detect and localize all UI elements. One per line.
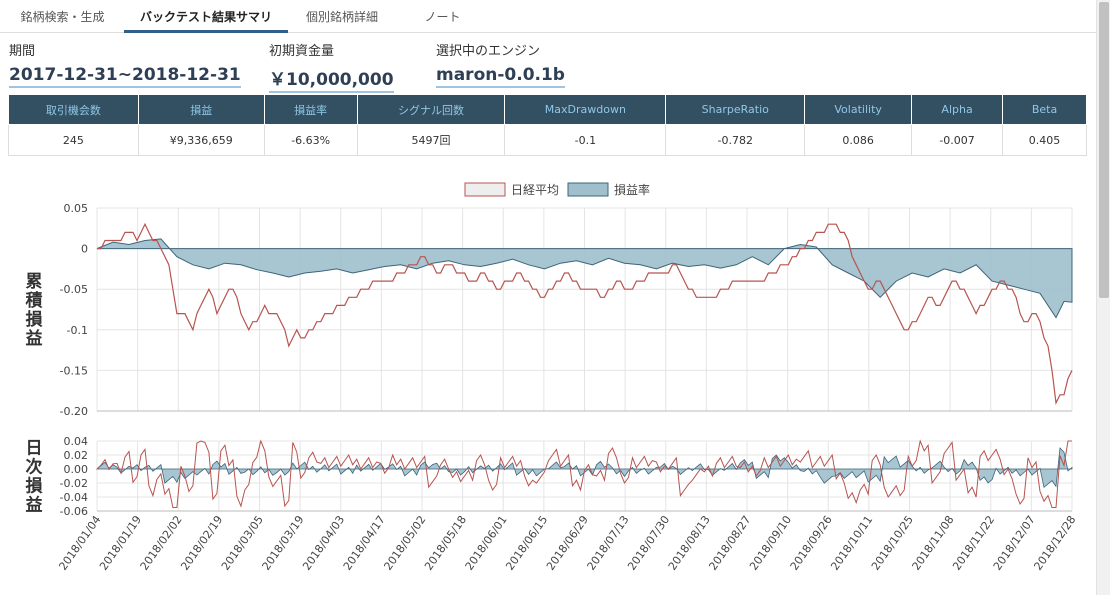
x-tick-label: 2018/04/17 [341, 513, 388, 572]
svg-text:累: 累 [26, 272, 43, 292]
period-label: 期間 [9, 44, 36, 59]
value-beta: 0.405 [1002, 124, 1087, 156]
value-pnl-rate: -6.63% [263, 124, 358, 156]
x-tick-label: 2018/12/28 [1031, 513, 1078, 572]
svg-text:積: 積 [26, 290, 44, 311]
svg-text:日: 日 [26, 439, 43, 459]
x-tick-label: 2018/04/03 [300, 513, 347, 572]
engine-block: 選択中のエンジン maron-0.0.1b [436, 40, 565, 88]
x-tick-label: 2018/08/27 [706, 513, 753, 572]
legend-label-pnl: 損益率 [614, 182, 650, 197]
y-tick-label: 0.05 [64, 202, 89, 215]
x-tick-label: 2018/12/07 [991, 513, 1038, 572]
x-tick-label: 2018/10/25 [869, 513, 916, 572]
value-alpha: -0.007 [911, 124, 1004, 156]
svg-text:損: 損 [26, 309, 44, 330]
x-tick-label: 2018/05/18 [422, 513, 469, 572]
tab-stock-search[interactable]: 銘柄検索・生成 [20, 10, 105, 24]
engine-label: 選択中のエンジン [436, 44, 541, 59]
y-tick-label: -0.04 [60, 491, 88, 504]
y-tick-label: -0.05 [60, 283, 88, 296]
summary-table: 取引機会数 損益 損益率 シグナル回数 MaxDrawdown SharpeRa… [8, 94, 1087, 156]
x-tick-label: 2018/08/13 [666, 513, 713, 572]
y-tick-label: -0.1 [67, 324, 88, 337]
y-tick-label: -0.15 [60, 364, 88, 377]
value-volatility: 0.086 [804, 124, 913, 156]
y-tick-label: -0.02 [60, 477, 88, 490]
period-block: 期間 2017-12-31~2018-12-31 [9, 40, 241, 88]
value-pnl: ¥9,336,659 [137, 124, 265, 156]
header-pnl-rate: 損益率 [263, 94, 358, 125]
svg-text:損: 損 [26, 476, 44, 497]
x-tick-label: 2018/07/13 [585, 513, 632, 572]
y-tick-label: 0.04 [64, 435, 89, 448]
x-tick-label: 2018/05/02 [381, 513, 428, 572]
summary-header-row: 取引機会数 損益 損益率 シグナル回数 MaxDrawdown SharpeRa… [8, 94, 1087, 125]
svg-text:益: 益 [26, 495, 43, 516]
x-tick-label: 2018/01/19 [97, 513, 144, 572]
period-value[interactable]: 2017-12-31~2018-12-31 [9, 65, 241, 88]
x-tick-label: 2018/03/05 [219, 513, 266, 572]
y-tick-label: 0.00 [64, 463, 89, 476]
tab-backtest-summary[interactable]: バックテスト結果サマリ [124, 0, 288, 33]
x-tick-label: 2018/07/30 [625, 513, 672, 572]
x-tick-label: 2018/09/10 [747, 513, 794, 572]
x-tick-label: 2018/11/08 [910, 513, 957, 572]
tab-stock-detail[interactable]: 個別銘柄詳細 [305, 10, 378, 24]
value-sharpe-ratio: -0.782 [665, 124, 806, 156]
engine-value[interactable]: maron-0.0.1b [436, 65, 565, 88]
series-pnl-daily-area [95, 447, 1073, 489]
svg-text:益: 益 [26, 328, 43, 349]
x-tick-label: 2018/06/29 [544, 513, 591, 572]
legend-swatch-nikkei [464, 182, 506, 197]
scrollbar[interactable] [1096, 0, 1110, 595]
header-pnl: 損益 [137, 94, 265, 125]
legend-label-nikkei: 日経平均 [511, 183, 559, 197]
value-max-drawdown: -0.1 [504, 124, 667, 156]
header-sharpe-ratio: SharpeRatio [665, 94, 806, 125]
header-trade-count: 取引機会数 [8, 94, 139, 125]
header-max-drawdown: MaxDrawdown [504, 94, 667, 125]
capital-block: 初期資金量 ￥10,000,000 [269, 40, 394, 93]
x-tick-label: 2018/11/22 [950, 513, 997, 572]
header-signal-count: シグナル回数 [356, 94, 506, 125]
x-tick-label: 2018/10/11 [828, 513, 875, 572]
summary-value-row: 245 ¥9,336,659 -6.63% 5497回 -0.1 -0.782 … [8, 124, 1087, 156]
x-tick-label: 2018/06/15 [503, 513, 550, 572]
chart-legend: 日経平均 損益率 [464, 182, 650, 197]
x-tick-label: 2018/03/19 [260, 513, 307, 572]
scrollbar-thumb[interactable] [1099, 2, 1109, 298]
capital-value[interactable]: ￥10,000,000 [269, 65, 394, 93]
tab-bar: 銘柄検索・生成 バックテスト結果サマリ 個別銘柄詳細 ノート [0, 0, 1096, 33]
value-signal-count: 5497回 [356, 124, 506, 156]
header-alpha: Alpha [911, 94, 1004, 125]
value-trade-count: 245 [8, 124, 139, 156]
y-tick-label: -0.06 [60, 505, 88, 518]
header-volatility: Volatility [804, 94, 913, 125]
header-beta: Beta [1002, 94, 1087, 125]
x-tick-label: 2018/01/04 [56, 513, 103, 572]
series-nikkei-daily-line [96, 439, 1072, 508]
series-pnl-area [96, 238, 1073, 319]
performance-chart: 0.050-0.05-0.1-0.15-0.200.040.020.00-0.0… [26, 182, 1079, 573]
x-tick-label: 2018/02/02 [138, 513, 185, 572]
tab-note[interactable]: ノート [424, 10, 461, 24]
capital-label: 初期資金量 [269, 44, 335, 59]
series-nikkei-line [97, 222, 1073, 405]
legend-swatch-pnl [567, 182, 609, 197]
svg-text:次: 次 [26, 457, 43, 478]
x-tick-label: 2018/09/26 [788, 513, 835, 572]
x-tick-label: 2018/02/19 [178, 513, 225, 572]
y-tick-label: 0.02 [64, 449, 89, 462]
y-tick-label: 0 [81, 243, 88, 256]
x-tick-label: 2018/06/01 [463, 513, 510, 572]
y-tick-label: -0.20 [60, 405, 88, 418]
